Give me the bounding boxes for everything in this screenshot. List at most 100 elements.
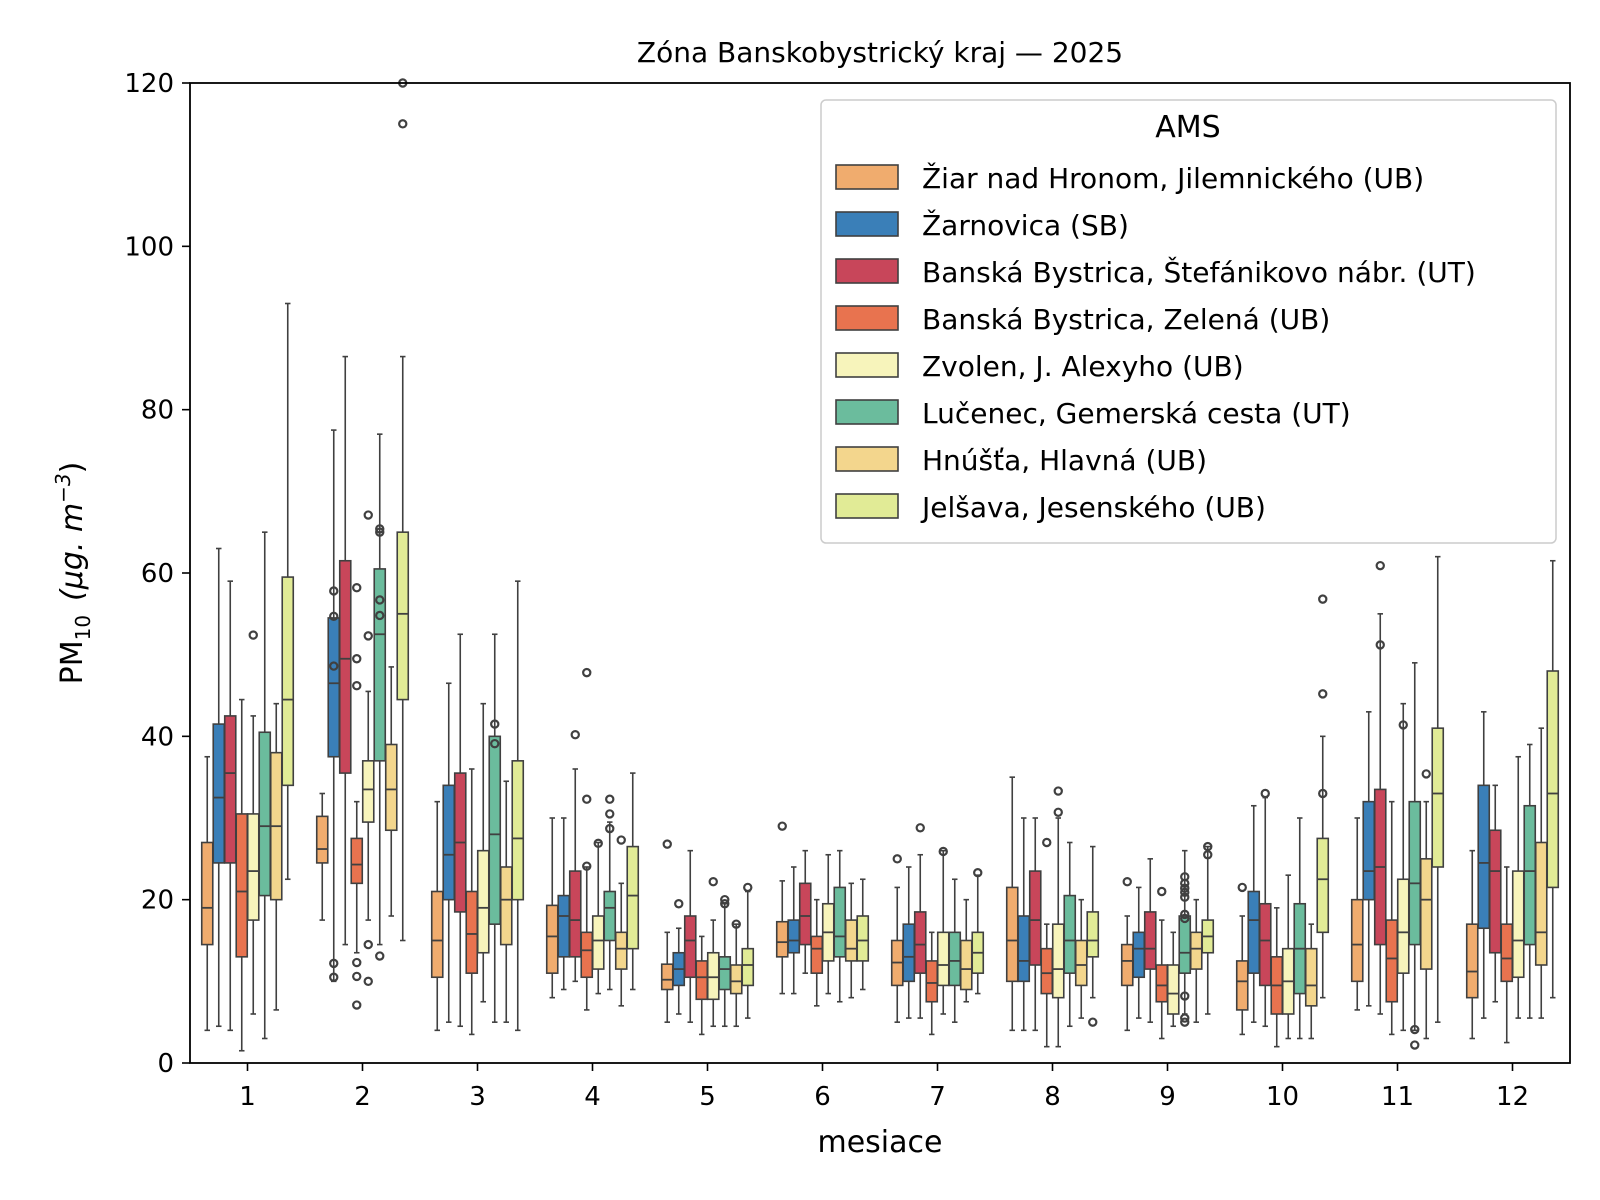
box [1074,939,1088,987]
series-4 [235,583,1514,1052]
outlier-point [616,835,626,845]
outlier-point [1180,991,1190,1001]
box [1155,964,1169,1003]
x-tick-label: 8 [1044,1082,1061,1112]
box [200,841,214,946]
box [281,576,295,787]
outlier-point [375,524,385,534]
y-label-unit: (μg. m [55,503,90,601]
outlier-point [1237,882,1247,893]
outlier-point [938,846,948,857]
box [580,931,594,979]
outlier-point [363,939,373,950]
series-3 [223,355,1502,1032]
outlier-point [593,838,603,849]
x-axis-ticks: 1 2 3 4 5 6 7 8 9 10 11 12 [239,1063,1529,1112]
box [1419,858,1433,970]
legend-entry: Lučenec, Gemerská cesta (UT) [835,397,1351,430]
outlier-point [363,976,373,987]
box [902,923,916,983]
outlier-point [605,823,615,834]
series-6 [258,433,1537,1050]
outlier-point [1180,1013,1190,1023]
legend-label: Žiar nad Hronom, Jilemnického (UB) [922,161,1424,195]
series-8 [281,78,1560,1032]
box [1477,784,1491,930]
outlier-point [708,877,718,887]
legend-label: Banská Bystrica, Štefánikovo nábr. (UT) [922,255,1476,289]
chart-title: Zóna Banskobystrický kraj — 2025 [637,36,1123,69]
y-tick-label: 120 [124,69,174,99]
outlier-point [329,611,339,621]
outlier-point [720,894,730,905]
outlier-point [1410,1040,1420,1050]
outlier-point [329,972,339,982]
box [1040,947,1054,995]
x-tick-label: 4 [584,1082,601,1112]
box [1396,878,1410,974]
y-axis-ticks: 0 20 40 60 80 100 120 [124,69,190,1079]
outlier-point [352,1000,362,1010]
series-1 [200,755,1479,1040]
box [1247,890,1261,974]
box [626,845,640,950]
legend-entry: Žarnovica (SB) [835,208,1129,242]
outlier-point [1180,1017,1190,1027]
x-tick-label: 9 [1159,1082,1176,1112]
legend-entry: Banská Bystrica, Zelená (UB) [835,303,1330,336]
plot-area [200,78,1560,1052]
box [1385,919,1399,1003]
outlier-point [1042,837,1052,848]
outlier-point [375,527,385,537]
box [603,890,617,942]
outlier-point [1053,786,1063,796]
outlier-point [352,957,362,968]
box [384,743,398,832]
outlier-point [1157,886,1167,897]
outlier-point [1180,878,1190,889]
box [591,915,605,970]
box [925,960,939,1003]
box [718,956,732,991]
box [568,870,582,958]
box [1316,837,1330,934]
legend-entry: Hnúšťa, Hlavná (UB) [835,444,1207,477]
outlier-point [398,119,408,129]
outlier-point [248,630,258,640]
legend-entries: Žiar nad Hronom, Jilemnického (UB) Žarnov… [835,161,1476,524]
legend-title: AMS [1155,110,1220,145]
outlier-point [1053,807,1063,817]
outlier-point [490,738,500,749]
box [1488,829,1502,954]
outlier-point [1375,640,1385,650]
x-tick-label: 1 [239,1082,256,1112]
y-label-sub: 10 [71,615,95,640]
outlier-point [1180,887,1190,898]
box [948,931,962,987]
box [499,866,513,946]
box [741,947,755,987]
outlier-point [674,899,684,909]
box [706,951,720,1001]
outlier-point [915,823,925,833]
outlier-point [1088,1017,1098,1027]
outlier-point [777,821,787,831]
box [315,815,329,864]
legend-label: Hnúšťa, Hlavná (UB) [922,444,1207,477]
x-tick-label: 5 [699,1082,716,1112]
outlier-point [582,794,592,804]
box [1086,911,1100,958]
outlier-point [352,681,362,691]
box [1120,943,1134,987]
box [488,735,502,925]
legend-label: Jelšava, Jesenského (UB) [920,491,1266,524]
box [856,915,870,962]
y-axis-label: PM10 (μg. m−3) [51,462,95,685]
x-tick-label: 7 [929,1082,946,1112]
y-tick-label: 0 [157,1049,174,1079]
x-tick-label: 11 [1381,1082,1414,1112]
y-label-sup: −3 [51,473,75,502]
series-5 [246,510,1525,1048]
legend-entry: Banská Bystrica, Štefánikovo nábr. (UT) [835,255,1476,289]
outlier-point [662,839,672,849]
